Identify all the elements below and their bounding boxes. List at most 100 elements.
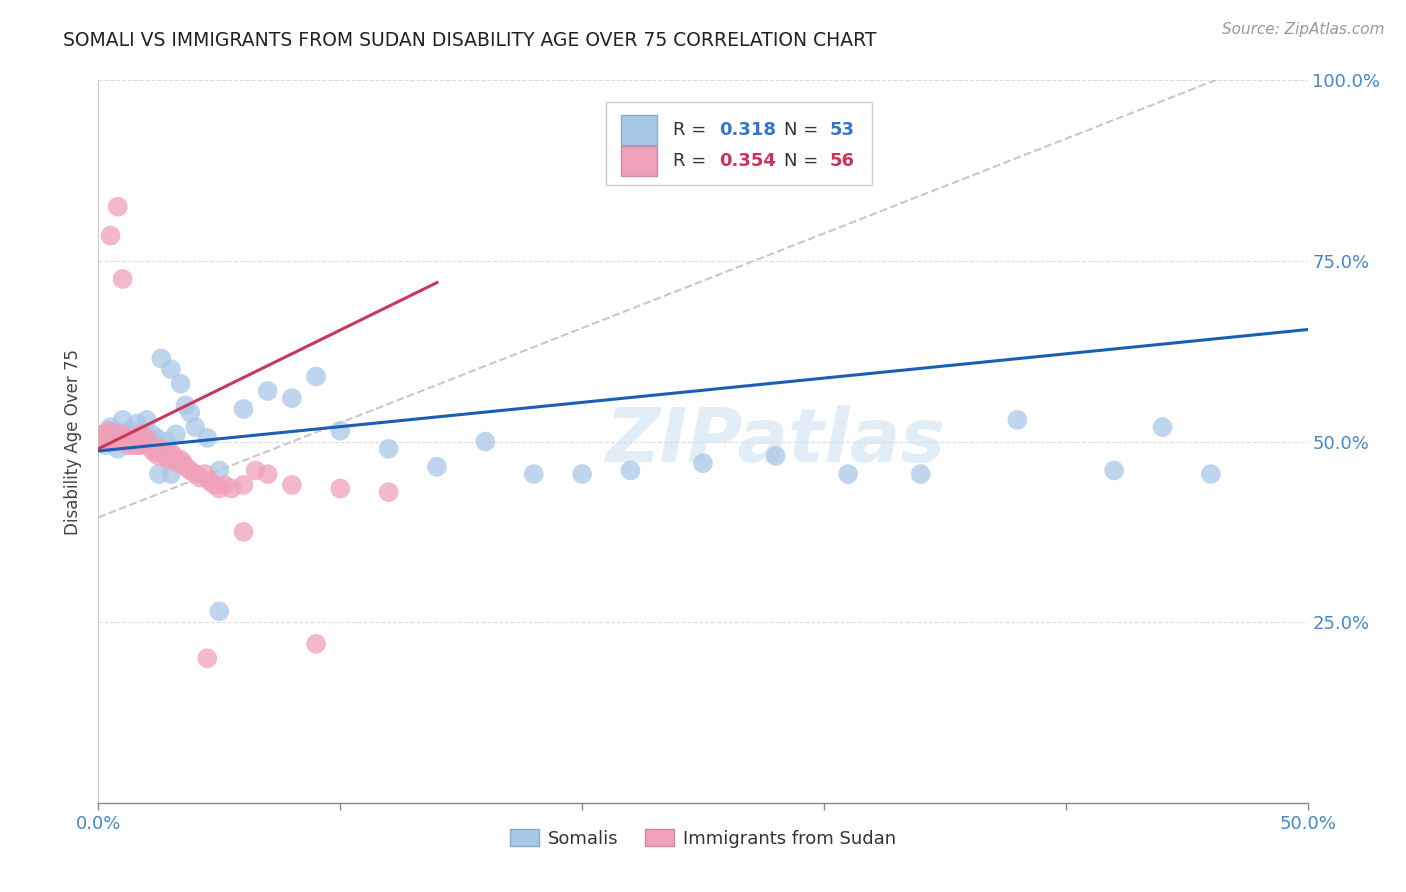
Point [188,470,211,484]
Legend: Somalis, Immigrants from Sudan: Somalis, Immigrants from Sudan [502,822,904,855]
Point [107,442,129,456]
Point [107,427,129,442]
Point [174,398,197,412]
Point [100,434,122,449]
Point [1007,413,1029,427]
Point [195,651,218,665]
Point [194,467,217,481]
Point [571,467,593,481]
Point [155,434,177,449]
Point [148,467,170,481]
Point [121,431,143,445]
Point [195,431,218,445]
Point [152,445,174,459]
Point [143,445,166,459]
Point [160,467,183,481]
Point [281,391,304,405]
Point [305,369,328,384]
Point [256,384,278,398]
Point [160,445,183,459]
Point [94,434,117,449]
Point [1199,467,1222,481]
Point [474,434,496,449]
Point [198,475,221,489]
Point [101,434,124,449]
Point [165,427,187,442]
Point [162,449,184,463]
Point [169,452,191,467]
Point [107,200,129,214]
Point [141,442,163,456]
Text: Source: ZipAtlas.com: Source: ZipAtlas.com [1222,22,1385,37]
Point [692,456,714,470]
Point [104,434,127,449]
Text: N =: N = [785,153,824,170]
Point [167,456,190,470]
Point [138,438,160,452]
Point [172,456,194,470]
Point [245,463,267,477]
Point [131,427,153,442]
Text: SOMALI VS IMMIGRANTS FROM SUDAN DISABILITY AGE OVER 75 CORRELATION CHART: SOMALI VS IMMIGRANTS FROM SUDAN DISABILI… [63,31,877,50]
Text: 0.318: 0.318 [718,121,776,139]
Point [101,427,124,442]
Point [619,463,641,477]
Point [232,478,254,492]
FancyBboxPatch shape [621,146,657,177]
Point [305,637,328,651]
Point [114,434,136,449]
Point [141,427,163,442]
FancyBboxPatch shape [621,115,657,145]
Point [256,467,278,481]
Point [208,604,231,618]
Text: 0.354: 0.354 [718,153,776,170]
Point [135,431,157,445]
Y-axis label: Disability Age Over 75: Disability Age Over 75 [65,349,83,534]
Point [128,438,150,452]
Point [377,442,399,456]
Point [204,478,226,492]
Point [111,272,134,286]
Point [118,438,141,452]
Point [91,427,114,442]
Point [329,424,352,438]
Point [97,431,120,445]
Point [134,434,156,449]
Point [179,463,201,477]
Point [184,467,207,481]
Point [329,482,352,496]
Text: R =: R = [672,153,711,170]
Point [150,351,173,366]
Point [131,427,153,442]
Point [127,417,149,431]
Point [118,424,141,438]
Point [108,427,131,442]
Point [94,438,117,452]
Point [377,485,399,500]
Text: N =: N = [785,121,824,139]
Point [100,228,122,243]
Point [145,442,167,456]
Point [117,431,139,445]
Point [426,459,449,474]
Point [174,459,197,474]
Point [148,449,170,463]
Point [837,467,859,481]
Text: 53: 53 [830,121,855,139]
Point [97,424,120,438]
Point [765,449,787,463]
Point [208,463,231,477]
Point [100,420,122,434]
Point [121,434,143,449]
Point [212,478,235,492]
Point [104,424,127,438]
Point [910,467,932,481]
Point [169,376,191,391]
Point [165,452,187,467]
Point [91,427,114,442]
Point [157,452,180,467]
Point [111,427,134,442]
Point [281,478,304,492]
Point [114,434,136,449]
Point [1152,420,1174,434]
